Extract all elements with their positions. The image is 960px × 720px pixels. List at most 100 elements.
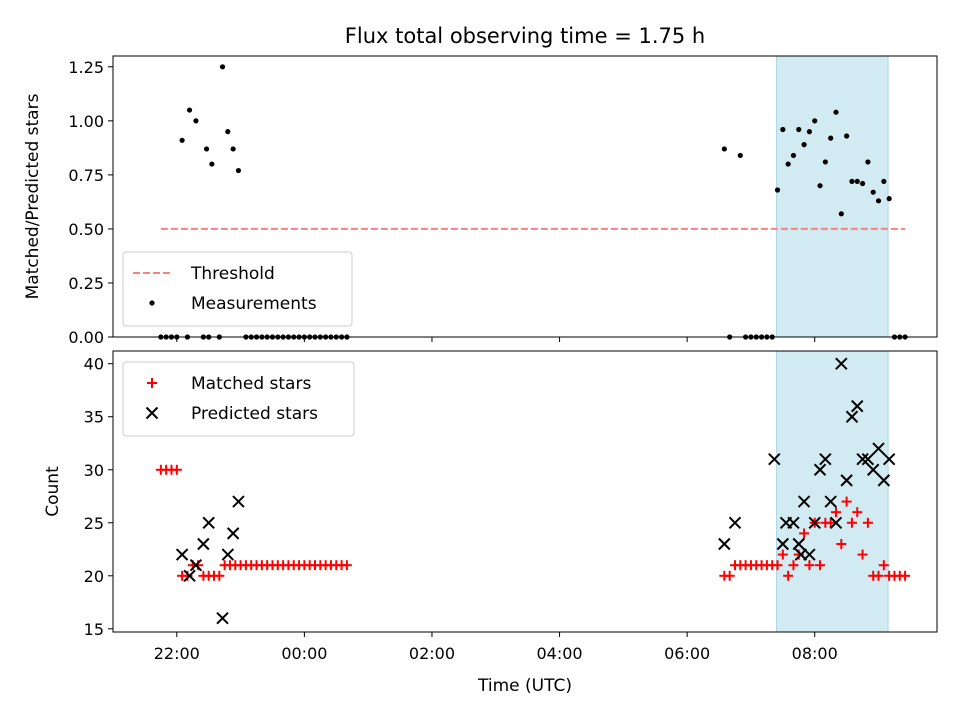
predicted-star-stroke-b: [776, 537, 790, 551]
matched-star-point: [214, 570, 225, 581]
top-panel: 0.00 0.25 0.50 0.75 1.00 1.25 Matched/Predicte…: [23, 55, 938, 347]
matched-star-point: [171, 464, 182, 475]
matched-star-point: [772, 560, 783, 571]
measurement-point: [721, 146, 727, 152]
predicted-star-stroke-b: [728, 516, 742, 529]
predicted-star-stroke-b: [882, 452, 896, 466]
predicted-star-point: [861, 452, 875, 466]
matched-star-point: [815, 560, 826, 571]
bottom-panel: 15 20 25 30 35 40 22:00 00:00 02:00 04:00 06:00 08:…: [43, 350, 938, 663]
predicted-star-point: [183, 569, 196, 583]
predicted-star-stroke-b: [232, 495, 245, 508]
predicted-star-stroke-b: [861, 452, 875, 466]
x-tick-label: 02:00: [409, 644, 455, 663]
predicted-star-point: [797, 495, 811, 508]
predicted-star-point: [175, 548, 189, 561]
x-tick-label: 06:00: [664, 644, 710, 663]
predicted-star-stroke-b: [813, 463, 827, 476]
measurement-point: [817, 183, 823, 189]
legend-predicted-stars-marker: [145, 406, 159, 420]
measurement-point: [806, 129, 813, 135]
predicted-star-stroke-b: [845, 410, 859, 423]
predicted-star-point: [840, 474, 853, 487]
bottom-y-tick-label: 15: [84, 620, 104, 639]
predicted-star-point: [718, 537, 731, 551]
predicted-star-stroke-b: [866, 463, 880, 476]
predicted-star-point: [835, 357, 848, 370]
predicted-star-stroke-b: [872, 442, 885, 455]
matched-star-point: [857, 549, 868, 560]
figure-title: Flux total observing time = 1.75 h: [345, 24, 705, 48]
measurement-point: [780, 126, 786, 133]
predicted-star-stroke-b: [197, 537, 210, 551]
predicted-star-stroke-b: [183, 569, 196, 583]
predicted-star-stroke-b: [856, 452, 869, 466]
measurement-point: [822, 159, 828, 165]
predicted-star-point: [803, 548, 816, 561]
predicted-star-stroke-b: [787, 516, 800, 529]
matched-star-point: [900, 570, 911, 581]
predicted-star-point: [202, 516, 215, 529]
predicted-star-point: [851, 399, 864, 413]
measurement-point: [865, 159, 871, 165]
legend-measurements-marker: [149, 300, 155, 306]
bottom-y-tick-label: 25: [84, 514, 104, 533]
matched-star-point: [862, 517, 873, 528]
predicted-star-point: [792, 537, 805, 551]
measurement-point: [203, 146, 210, 152]
predicted-star-stroke-b: [803, 548, 816, 561]
top-legend: Threshold Measurements: [122, 251, 353, 327]
matched-star-point: [852, 507, 863, 518]
measurement-point: [219, 64, 226, 70]
predicted-star-stroke-b: [851, 399, 864, 413]
predicted-star-point: [882, 452, 896, 466]
predicted-star-stroke-b: [221, 548, 235, 561]
measurement-point: [812, 118, 818, 124]
matched-star-point: [830, 507, 841, 518]
measurement-point: [186, 107, 193, 113]
measurement-point: [225, 129, 231, 135]
predicted-star-point: [189, 558, 203, 572]
bottom-y-tick-label: 35: [84, 408, 104, 427]
predicted-star-point: [728, 516, 742, 529]
measurement-point: [886, 196, 892, 202]
predicted-star-stroke-b: [202, 516, 215, 529]
measurement-point: [785, 161, 791, 167]
x-tick-label: 22:00: [154, 644, 200, 663]
predicted-star-stroke-b: [226, 527, 240, 540]
matched-star-point: [846, 517, 857, 528]
measurement-point: [796, 126, 802, 133]
matched-star-point: [724, 570, 735, 581]
predicted-star-point: [768, 452, 781, 466]
measurement-point: [193, 118, 199, 124]
measurement-point: [828, 135, 834, 141]
predicted-star-point: [221, 548, 235, 561]
predicted-star-stroke-b: [797, 495, 811, 508]
measurement-point: [801, 142, 807, 148]
measurement-point: [230, 146, 236, 152]
predicted-star-point: [829, 516, 843, 529]
predicted-star-stroke-b: [840, 474, 853, 487]
matched-star-point: [836, 538, 847, 549]
predicted-star-stroke-b: [175, 548, 189, 561]
predicted-star-point: [216, 612, 229, 625]
predicted-star-point: [813, 463, 827, 476]
matched-star-point: [788, 560, 799, 571]
legend-measurements-label: Measurements: [191, 294, 317, 314]
measurement-point: [854, 178, 860, 184]
measurement-point: [838, 211, 844, 217]
top-y-tick-label: 0.50: [68, 220, 104, 239]
measurement-point: [875, 198, 882, 204]
predicted-star-point: [232, 495, 245, 508]
predicted-star-stroke-b: [792, 537, 805, 551]
measurement-point: [209, 161, 215, 167]
matched-star-point: [825, 517, 836, 528]
predicted-star-stroke-b: [835, 357, 848, 370]
measurement-point: [844, 133, 850, 139]
predicted-star-point: [226, 527, 240, 540]
matched-star-point: [878, 560, 889, 571]
measurement-point: [833, 109, 839, 115]
bottom-shaded-interval: [775, 350, 889, 633]
predicted-star-point: [197, 537, 210, 551]
